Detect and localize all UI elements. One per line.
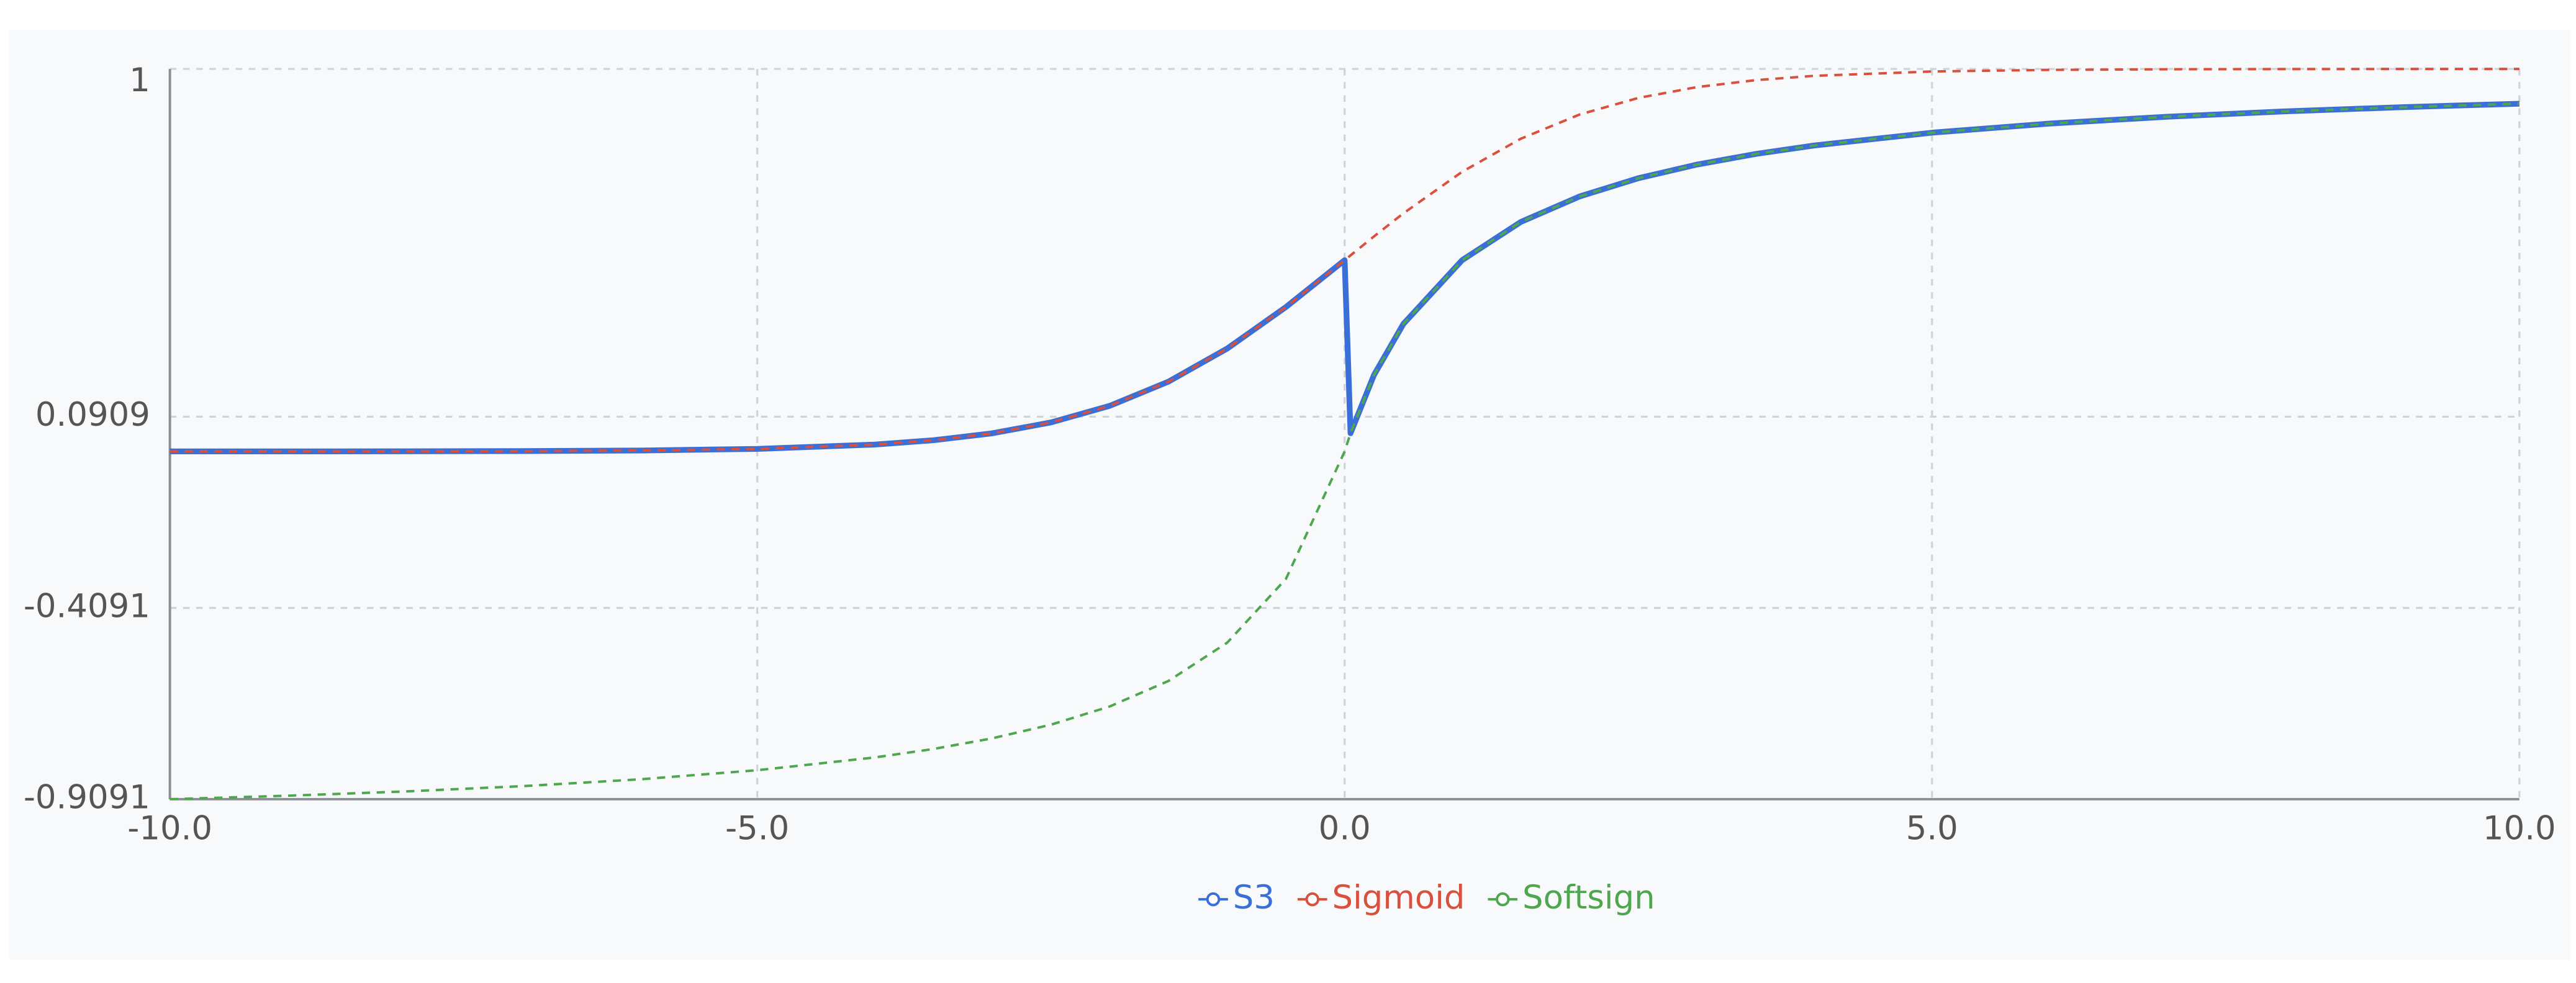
legend: S3 Sigmoid Softsign bbox=[1198, 879, 1655, 917]
legend-item: Sigmoid bbox=[1297, 879, 1465, 917]
legend-marker bbox=[1206, 892, 1221, 907]
x-tick-label: 10.0 bbox=[2483, 810, 2556, 848]
series-line bbox=[169, 68, 2520, 453]
plot-background bbox=[9, 29, 2570, 960]
x-tick-label: -5.0 bbox=[725, 810, 789, 848]
legend-label: S3 bbox=[1233, 879, 1275, 917]
x-tick-label: 0.0 bbox=[1319, 810, 1371, 848]
series-line bbox=[169, 102, 2520, 801]
legend-marker bbox=[1305, 892, 1320, 907]
legend-item: Softsign bbox=[1488, 879, 1655, 917]
legend-label: Softsign bbox=[1522, 879, 1655, 917]
x-tick-label: 5.0 bbox=[1906, 810, 1958, 848]
legend-marker bbox=[1496, 892, 1510, 907]
y-tick-label: 1 bbox=[129, 61, 150, 99]
legend-label: Sigmoid bbox=[1332, 879, 1465, 917]
x-tick-label: -10.0 bbox=[127, 810, 212, 848]
y-tick-label: -0.4091 bbox=[24, 587, 150, 625]
y-tick-label: 0.0909 bbox=[35, 396, 150, 434]
legend-item: S3 bbox=[1198, 879, 1275, 917]
y-tick-label: -0.9091 bbox=[24, 778, 150, 816]
